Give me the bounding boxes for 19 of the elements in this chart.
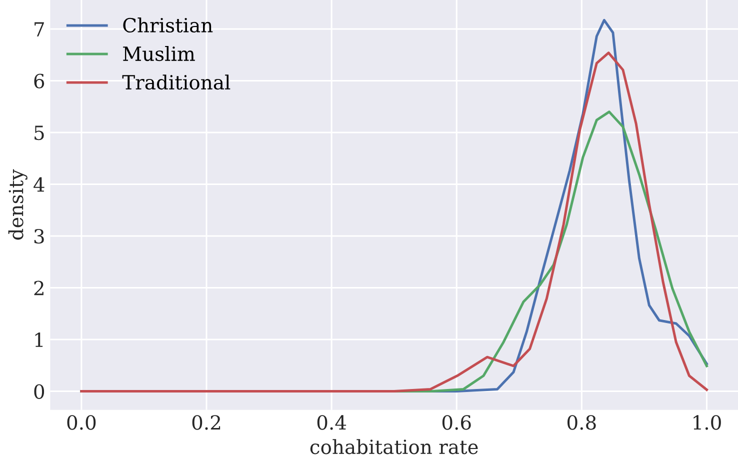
x-tick-label: 0.2 bbox=[192, 415, 220, 430]
y-tick-label: 2 bbox=[34, 280, 44, 296]
y-tick-label: 0 bbox=[34, 384, 44, 399]
x-axis-title: cohabitation rate bbox=[310, 439, 478, 454]
legend-label: Christian bbox=[123, 18, 213, 33]
y-tick-label: 3 bbox=[34, 228, 44, 244]
x-tick-label: 0.0 bbox=[67, 415, 96, 430]
x-tick-label: 0.6 bbox=[442, 415, 471, 430]
y-axis-title: density bbox=[8, 169, 28, 240]
legend-label: Traditional bbox=[122, 74, 230, 90]
y-tick-label: 4 bbox=[34, 177, 44, 192]
y-tick-label: 5 bbox=[34, 126, 44, 140]
legend-label: Muslim bbox=[123, 46, 195, 62]
x-tick-label: 0.8 bbox=[568, 415, 596, 430]
y-tick-label: 1 bbox=[35, 332, 43, 347]
y-tick-label: 7 bbox=[34, 22, 44, 36]
x-tick-label: 1.0 bbox=[694, 415, 721, 430]
y-tick-label: 6 bbox=[34, 74, 44, 88]
x-tick-label: 0.4 bbox=[317, 415, 346, 430]
